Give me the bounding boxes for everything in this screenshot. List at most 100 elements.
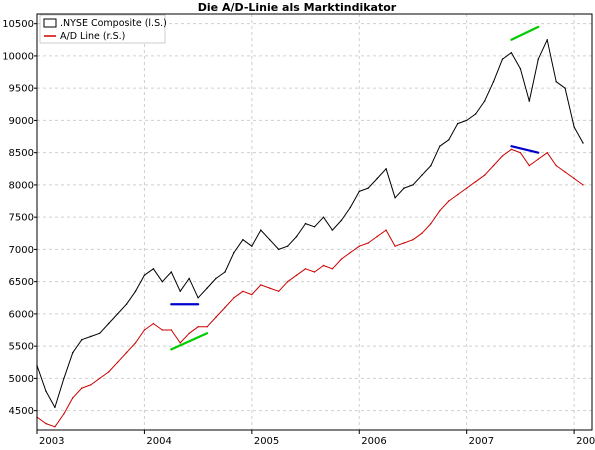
data-point <box>430 222 432 225</box>
data-point <box>358 245 360 247</box>
data-point <box>340 258 343 260</box>
data-point <box>260 284 262 286</box>
data-point <box>304 268 307 270</box>
x-tick-label: 2008 <box>576 436 595 447</box>
data-point <box>448 139 450 141</box>
data-point <box>439 145 441 147</box>
x-tick-label: 2007 <box>469 436 494 447</box>
data-point <box>492 81 495 83</box>
legend-label-ad-line: A/D Line (r.S.) <box>60 31 125 42</box>
data-point <box>483 174 486 176</box>
data-point <box>99 332 101 334</box>
data-point <box>90 384 92 386</box>
data-point <box>107 322 110 325</box>
chart-title: Die A/D-Linie als Marktindikator <box>198 1 397 14</box>
data-point <box>81 387 83 389</box>
data-point <box>251 293 253 296</box>
plot-frame <box>36 13 593 431</box>
data-point <box>394 245 396 247</box>
legend: .NYSE Composite (l.S.) A/D Line (r.S.) <box>39 14 167 44</box>
data-point <box>358 190 360 193</box>
data-point <box>474 113 477 115</box>
data-point <box>90 335 92 338</box>
data-point <box>519 68 522 70</box>
data-point <box>224 271 226 273</box>
data-point <box>197 326 199 328</box>
data-point <box>385 229 387 231</box>
data-point <box>278 248 280 251</box>
data-point <box>331 229 334 231</box>
trend-annotation-line <box>510 145 540 154</box>
data-point <box>439 210 441 212</box>
data-point <box>242 239 244 241</box>
data-point <box>63 413 65 415</box>
series-ad-line <box>36 148 584 428</box>
data-point <box>367 187 369 189</box>
data-point <box>501 58 504 60</box>
data-point <box>233 297 235 299</box>
data-point <box>573 126 575 128</box>
data-point <box>457 193 459 196</box>
data-point <box>286 281 289 283</box>
data-point <box>99 377 101 380</box>
data-point <box>215 316 217 318</box>
data-point <box>45 390 47 392</box>
data-point <box>322 264 325 267</box>
data-point <box>72 397 74 399</box>
data-point <box>161 329 163 331</box>
data-point <box>152 322 155 325</box>
data-point <box>54 426 56 428</box>
x-tick-label: 2004 <box>146 436 171 447</box>
data-point <box>483 100 486 102</box>
data-point <box>81 339 83 341</box>
data-point <box>72 351 74 354</box>
data-point <box>188 277 190 280</box>
y-tick-label: 5000 <box>9 374 34 385</box>
data-point <box>233 251 235 254</box>
data-point <box>519 152 522 154</box>
series-line <box>36 148 584 428</box>
data-point <box>179 342 181 344</box>
y-tick-label: 6000 <box>9 309 34 320</box>
data-point <box>251 245 253 247</box>
data-point <box>430 164 432 167</box>
x-tick-label: 2003 <box>39 436 64 447</box>
data-point <box>134 342 137 344</box>
data-point <box>152 268 155 270</box>
data-point <box>269 239 271 241</box>
data-point <box>179 290 181 292</box>
data-point <box>457 122 459 125</box>
data-point <box>573 177 575 180</box>
data-point <box>582 184 584 186</box>
data-point <box>555 81 557 83</box>
data-point <box>206 287 208 289</box>
data-point <box>546 39 548 41</box>
data-point <box>466 119 468 122</box>
data-point <box>63 377 65 380</box>
data-point <box>260 229 262 231</box>
data-point <box>501 155 504 157</box>
y-tick-label: 10500 <box>2 19 34 30</box>
x-tick-label: 2005 <box>254 436 279 447</box>
y-tick-label: 6500 <box>9 277 34 288</box>
y-tick-label: 4500 <box>9 406 34 417</box>
grid <box>36 14 592 430</box>
data-point <box>286 245 289 247</box>
data-point <box>215 277 217 280</box>
data-point <box>448 200 450 202</box>
data-point <box>295 235 298 238</box>
data-point <box>322 216 325 218</box>
data-point <box>474 181 477 183</box>
data-point <box>340 219 343 222</box>
data-point <box>161 281 163 283</box>
series-nyse-composite <box>36 39 584 409</box>
data-point <box>421 174 423 176</box>
y-tick-label: 9000 <box>9 116 34 127</box>
data-point <box>412 239 414 241</box>
data-point <box>116 313 119 315</box>
y-tick-label: 7500 <box>9 213 34 224</box>
data-point <box>394 197 396 199</box>
data-point <box>143 329 146 331</box>
